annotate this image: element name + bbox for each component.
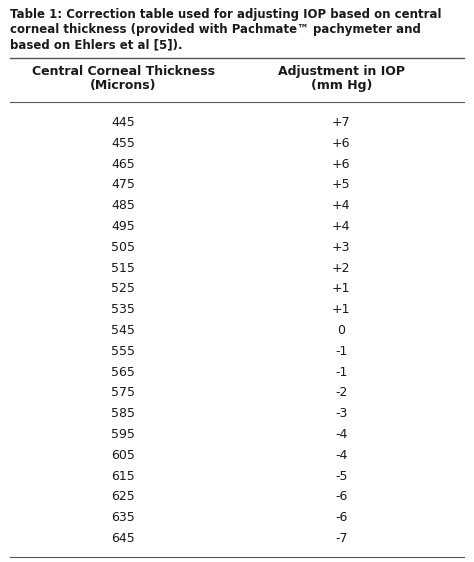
Text: +4: +4 [332,220,351,233]
Text: -2: -2 [335,387,347,400]
Text: Central Corneal Thickness: Central Corneal Thickness [32,65,215,78]
Text: 445: 445 [111,116,135,129]
Text: +2: +2 [332,261,351,275]
Text: 615: 615 [111,470,135,483]
Text: -7: -7 [335,532,347,545]
Text: 0: 0 [337,324,345,337]
Text: 475: 475 [111,178,135,192]
Text: 455: 455 [111,137,135,150]
Text: -5: -5 [335,470,347,483]
Text: -1: -1 [335,345,347,358]
Text: +3: +3 [332,241,351,254]
Text: +4: +4 [332,199,351,212]
Text: -1: -1 [335,366,347,379]
Text: 635: 635 [111,511,135,524]
Text: +7: +7 [332,116,351,129]
Text: corneal thickness (provided with Pachmate™ pachymeter and: corneal thickness (provided with Pachmat… [10,23,421,36]
Text: -6: -6 [335,491,347,504]
Text: 545: 545 [111,324,135,337]
Text: 535: 535 [111,303,135,316]
Text: 605: 605 [111,449,135,462]
Text: +5: +5 [332,178,351,192]
Text: -4: -4 [335,428,347,441]
Text: 625: 625 [111,491,135,504]
Text: based on Ehlers et al [5]).: based on Ehlers et al [5]). [10,38,182,51]
Text: +6: +6 [332,157,351,171]
Text: -4: -4 [335,449,347,462]
Text: 485: 485 [111,199,135,212]
Text: (mm Hg): (mm Hg) [310,79,372,92]
Text: 575: 575 [111,387,135,400]
Text: 495: 495 [111,220,135,233]
Text: Adjustment in IOP: Adjustment in IOP [278,65,405,78]
Text: 565: 565 [111,366,135,379]
Text: 595: 595 [111,428,135,441]
Text: 505: 505 [111,241,135,254]
Text: 585: 585 [111,407,135,420]
Text: -6: -6 [335,511,347,524]
Text: Table 1: Correction table used for adjusting IOP based on central: Table 1: Correction table used for adjus… [10,8,441,21]
Text: 515: 515 [111,261,135,275]
Text: 465: 465 [111,157,135,171]
Text: +1: +1 [332,282,351,296]
Text: 525: 525 [111,282,135,296]
Text: 555: 555 [111,345,135,358]
Text: 645: 645 [111,532,135,545]
Text: -3: -3 [335,407,347,420]
Text: +1: +1 [332,303,351,316]
Text: (Microns): (Microns) [90,79,156,92]
Text: +6: +6 [332,137,351,150]
